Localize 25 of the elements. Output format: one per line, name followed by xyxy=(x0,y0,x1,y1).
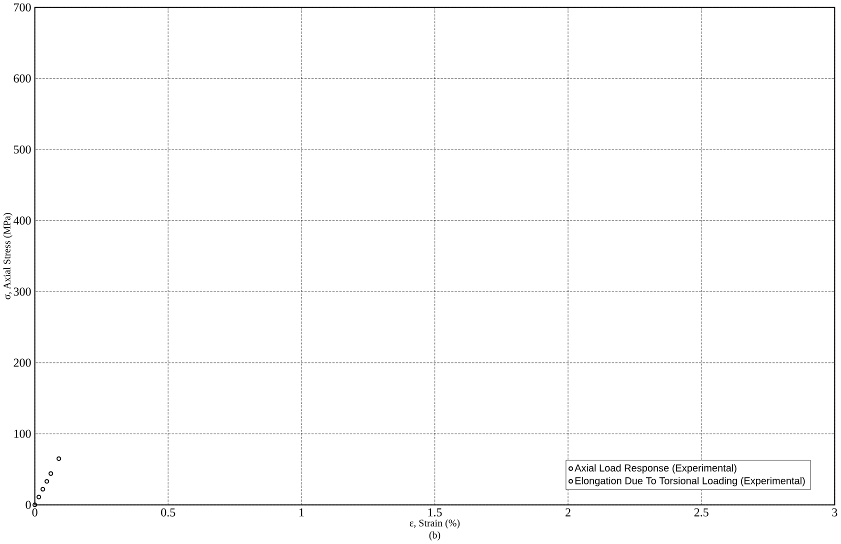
y-tick-label: 0 xyxy=(26,500,31,509)
point xyxy=(56,456,62,462)
x-tick-label: 0 xyxy=(32,508,38,517)
y-tick-label: 600 xyxy=(14,74,31,83)
point xyxy=(36,494,42,500)
x-tick-label: 2 xyxy=(566,508,570,516)
y-tick-label: 700 xyxy=(14,3,31,12)
x-tick-label: 2.5 xyxy=(694,508,708,517)
point xyxy=(44,479,50,484)
y-tick-label: 300 xyxy=(14,288,31,296)
y-tick-label: 200 xyxy=(14,358,31,367)
point xyxy=(40,486,46,492)
y-tick-label: 500 xyxy=(14,146,31,154)
y-tick-label: 100 xyxy=(14,430,31,438)
x-tick-label: 0.5 xyxy=(161,508,176,517)
legend-label: Elongation Due To Torsional Loading (Experimental) xyxy=(575,477,805,486)
y-axis-title: σ, Axial Stress (MPa) xyxy=(3,213,12,300)
point xyxy=(48,471,54,476)
text: (b) xyxy=(429,531,440,541)
x-tick-label: 3 xyxy=(832,508,838,517)
legend-label: Axial Load Response (Experimental) xyxy=(574,464,736,474)
x-tick-label: 1 xyxy=(299,508,304,516)
y-tick-label: 400 xyxy=(14,216,31,225)
x-tick-label: 1.5 xyxy=(428,508,442,517)
x-axis-title: ε, Strain (%) xyxy=(410,519,460,529)
